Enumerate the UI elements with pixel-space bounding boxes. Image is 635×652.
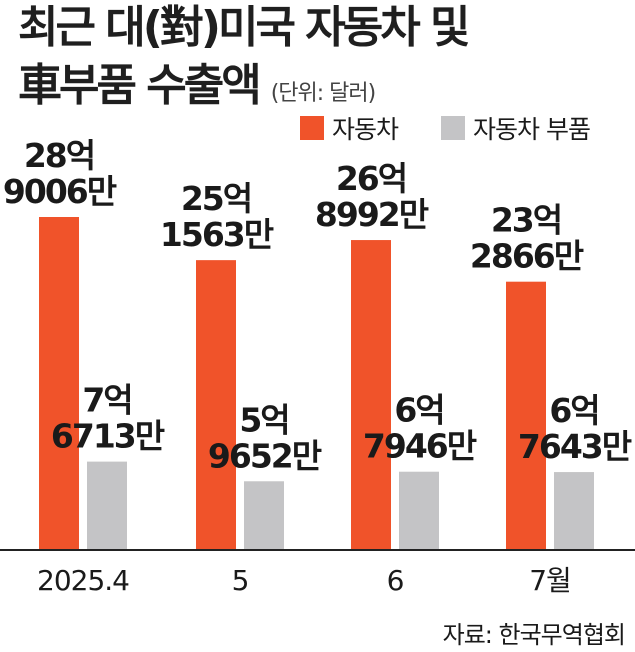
value-label-car-0-line2: 9006만 — [3, 172, 117, 211]
bar-car-2 — [351, 240, 391, 550]
legend-label-car: 자동차 — [332, 115, 399, 144]
bar-parts-3 — [554, 472, 594, 550]
bar-car-0 — [39, 217, 79, 550]
x-tick-label-0: 2025.4 — [37, 564, 129, 597]
legend-swatch-parts — [441, 116, 465, 140]
bar-car-3 — [506, 281, 546, 550]
x-tick-label-1: 5 — [232, 564, 249, 597]
legend-label-parts: 자동차 부품 — [473, 115, 590, 144]
value-label-car-2-line2: 8992만 — [315, 195, 429, 234]
value-label-parts-3-line2: 7643만 — [518, 427, 632, 466]
bars-group — [39, 217, 594, 550]
value-label-car-2-line1: 26억 — [336, 159, 406, 198]
bar-parts-2 — [399, 471, 439, 550]
chart-title-line1: 최근 대(對)미국 자동차 및 — [18, 2, 470, 53]
value-label-parts-3-line1: 6억 — [549, 391, 598, 430]
chart-title-line2-text: 車부품 수출액 — [18, 60, 262, 111]
unit-note: (단위: 달러) — [270, 81, 377, 106]
value-label-parts-2-line2: 7946만 — [363, 427, 477, 466]
x-tick-label-2: 6 — [387, 564, 404, 597]
value-label-parts-0-line2: 6713만 — [51, 417, 165, 456]
source-note: 자료: 한국무역협회 — [443, 621, 625, 649]
value-label-car-3-line1: 23억 — [491, 201, 561, 240]
chart-title-line2: 車부품 수출액 (단위: 달러) — [18, 64, 377, 108]
legend: 자동차 자동차 부품 — [300, 115, 591, 144]
value-label-parts-2-line1: 6억 — [394, 391, 443, 430]
value-label-parts-1-line2: 9652만 — [208, 436, 322, 475]
bar-parts-1 — [244, 481, 284, 550]
value-label-car-1-line2: 1563만 — [160, 215, 274, 254]
x-tick-label-3: 7월 — [529, 564, 571, 597]
value-label-parts-0-line1: 7억 — [82, 381, 131, 420]
value-label-parts-1-line1: 5억 — [239, 400, 288, 439]
bar-parts-0 — [87, 461, 127, 550]
value-label-car-3-line2: 2866만 — [470, 237, 584, 276]
legend-swatch-car — [300, 116, 324, 140]
value-label-car-0-line1: 28억 — [24, 136, 94, 175]
value-label-car-1-line1: 25억 — [181, 179, 251, 218]
x-axis-ticks: 2025.4 5 6 7월 — [37, 564, 572, 597]
bar-car-1 — [196, 260, 236, 550]
